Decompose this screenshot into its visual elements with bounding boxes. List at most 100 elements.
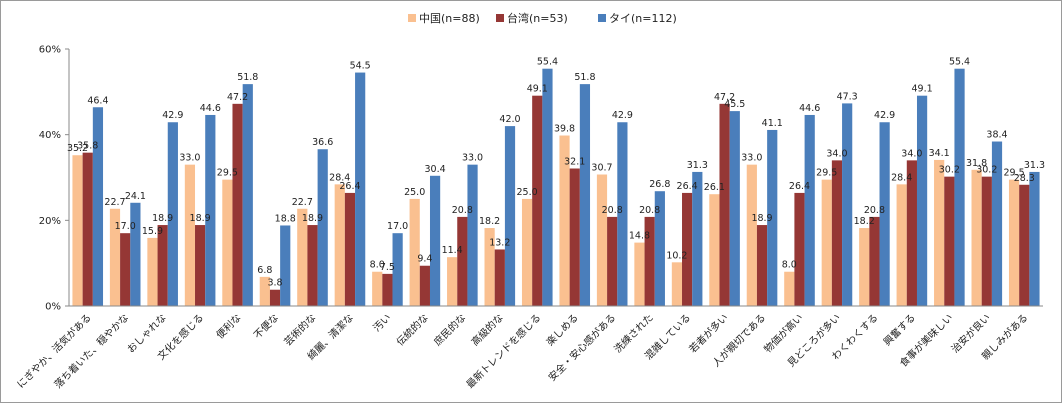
bar [767,129,778,306]
bar [709,194,720,306]
bar [831,160,843,306]
data-label: 44.6 [799,103,820,114]
bar [504,126,516,306]
bar [120,233,131,306]
data-label: 29.5 [1003,168,1024,179]
bar [82,152,93,306]
data-label: 34.1 [929,148,950,159]
legend-swatch [598,14,606,22]
bar [756,225,768,306]
bar [1019,184,1030,306]
data-label: 26.4 [677,181,698,192]
bar [944,176,955,306]
bar [579,84,591,306]
bar [859,228,870,306]
data-label: 6.8 [257,265,272,276]
bar [447,257,458,306]
data-label: 55.4 [949,57,970,68]
x-tick-label: にぎやか、活気がある [14,311,94,391]
data-labels: 35.235.8 46.4 22.7 17.0 24.1 15.9 18.9 42.9 33.0… [67,57,1045,289]
legend-label: 中国(n=88) [419,12,480,25]
data-label: 13.2 [489,237,510,248]
data-label: 15.9 [142,226,163,237]
bar [307,225,318,306]
legend-label: 台湾(n=53) [507,11,568,25]
bar [596,174,608,306]
bar [746,164,757,306]
bar [334,184,345,306]
data-label: 25.0 [516,187,537,198]
data-label: 25.0 [404,187,425,198]
data-label: 14.8 [629,231,650,242]
data-label: 18.9 [190,213,211,224]
bar [269,289,281,306]
data-label: 20.8 [639,205,660,216]
data-label: 38.4 [986,130,1007,141]
bar [607,216,618,306]
bar [92,107,104,307]
data-label: 47.2 [714,92,735,103]
data-label: 55.4 [537,57,558,68]
bar [682,192,693,306]
bar [147,237,158,306]
data-label: 26.4 [339,181,360,192]
bar [242,84,253,306]
bar [382,273,393,306]
bar [1029,171,1040,306]
data-label: 18.9 [152,213,173,224]
data-label: 51.8 [237,72,258,83]
bar [259,276,270,306]
bar [954,68,965,306]
bar [869,216,880,306]
bar [971,169,982,306]
bar [297,208,308,306]
data-label: 39.8 [554,124,575,135]
x-tick-label: 興奮する [881,311,918,348]
data-label: 34.0 [901,148,922,159]
data-label: 28.3 [1014,173,1035,184]
data-label: 33.0 [462,153,483,164]
data-label: 20.8 [602,205,623,216]
x-tick-label: 不便な [251,311,281,341]
x-tick-label: 落ち着いた、穏やかな [51,311,131,391]
bar [205,114,216,306]
bar [317,149,328,306]
bar [692,171,703,306]
data-label: 45.5 [724,99,745,110]
data-label: 31.3 [1024,160,1045,171]
bar [634,242,645,306]
data-label: 8.0 [782,260,797,271]
data-label: 30.7 [591,163,612,174]
data-label: 30.2 [939,165,960,176]
data-label: 22.7 [292,197,313,208]
bar [617,122,628,307]
bar [494,249,505,306]
bar [167,122,178,307]
data-label: 18.9 [302,213,323,224]
bar [784,271,795,306]
bar [934,159,945,306]
data-label: 18.2 [479,216,500,227]
data-label: 26.8 [649,179,670,190]
data-label: 35.2 [67,143,88,154]
data-label: 49.1 [527,84,548,95]
legend-swatch [408,14,416,22]
legend-swatch [496,14,504,22]
y-axis: 0% 20% 40% 60% [39,45,70,313]
data-label: 17.0 [387,221,408,232]
bar [559,135,570,306]
y-tick-label: 60% [39,45,61,56]
bar [419,265,430,306]
bar [157,225,168,306]
data-label: 30.4 [425,164,446,175]
y-tick-label: 20% [39,216,61,227]
data-label: 42.9 [162,110,183,121]
bar [542,68,553,306]
data-label: 33.0 [741,153,762,164]
bar [130,202,141,306]
data-label: 9.4 [417,254,432,265]
data-label: 47.3 [837,91,858,102]
